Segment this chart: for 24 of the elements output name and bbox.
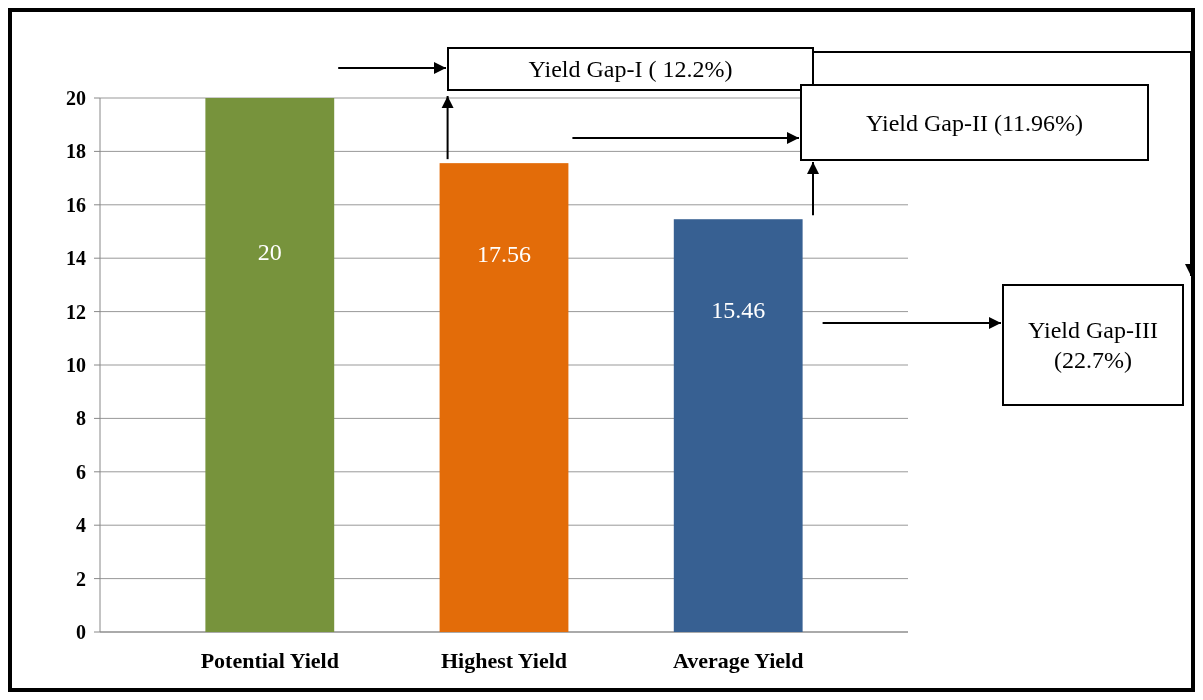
annotation: Yield Gap-II (11.96%): [865, 109, 1084, 136]
y-tick-label: 12: [66, 300, 86, 323]
data-label: 17.56: [477, 241, 531, 268]
y-tick-label: 2: [76, 567, 86, 590]
y-tick-label: 16: [66, 193, 86, 216]
y-tick-label: 18: [66, 140, 86, 163]
y-tick-label: 6: [76, 460, 86, 483]
y-tick-label: 0: [76, 621, 86, 643]
y-tick-label: 10: [66, 354, 86, 376]
bar: [673, 219, 803, 632]
x-tick-label: Potential Yield: [200, 648, 339, 673]
callout-box: Yield Gap-I ( 12.2%): [447, 47, 814, 91]
y-tick-label: 20: [66, 87, 86, 109]
y-tick-label: 8: [76, 407, 86, 430]
x-tick-label: Average Yield: [672, 648, 804, 673]
data-label: 15.46: [711, 297, 766, 324]
data-label: 20: [257, 238, 282, 265]
x-tick-label: Highest Yield: [440, 648, 568, 673]
callout-box: Yield Gap-III (22.7%): [1002, 284, 1184, 406]
bar: [205, 98, 335, 632]
callout-box: Yield Gap-II (11.96%): [800, 84, 1149, 161]
bar: [439, 163, 569, 632]
y-tick-label: 4: [76, 514, 86, 537]
y-tick-label: 14: [66, 247, 86, 270]
